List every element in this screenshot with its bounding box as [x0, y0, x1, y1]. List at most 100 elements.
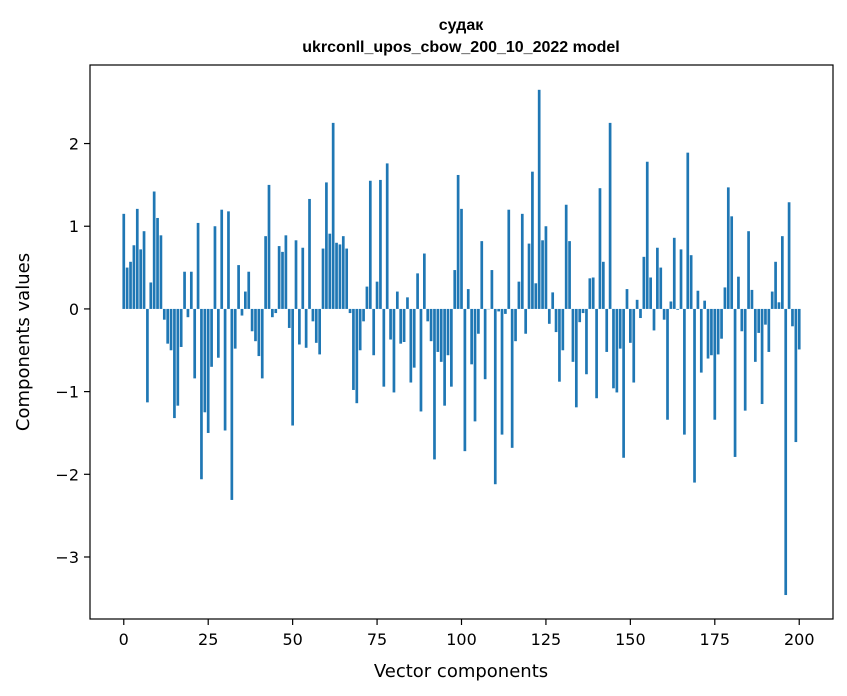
bar-55 [308, 198, 311, 309]
bar-134 [574, 308, 578, 408]
y-axis-label: Components values [13, 253, 34, 431]
bar-17 [179, 308, 183, 347]
bar-40 [257, 308, 261, 357]
x-axis: 0 25 50 75 100 125 150 175 200 [119, 619, 815, 649]
bar-88 [419, 308, 423, 412]
bar-47 [281, 251, 284, 309]
x-axis-label: Vector components [374, 661, 548, 682]
bar-184 [743, 308, 747, 411]
chart-title-line2: ukrconll_upos_cbow_200_10_2022 model [302, 39, 619, 56]
bar-80 [392, 308, 396, 393]
bar-143 [605, 308, 609, 352]
bar-174 [710, 308, 713, 356]
x-tick-label-200: 200 [784, 630, 815, 649]
bar-75 [375, 281, 379, 309]
bar-77 [382, 308, 386, 387]
bar-61 [328, 233, 332, 309]
y-tick-label--2: −2 [55, 465, 79, 484]
bar-60 [325, 182, 328, 309]
bar-51 [294, 240, 298, 309]
bar-97 [450, 308, 453, 387]
bar-170 [696, 290, 700, 309]
bar-158 [656, 247, 659, 309]
bar-4 [135, 208, 139, 309]
bar-35 [240, 308, 244, 316]
bar-85 [409, 308, 413, 383]
bar-116 [514, 308, 517, 342]
bar-153 [639, 308, 642, 319]
bar-115 [510, 308, 514, 448]
bar-135 [578, 308, 582, 323]
y-tick-label-0: 0 [69, 300, 79, 319]
bar-95 [443, 308, 446, 406]
bar-152 [635, 299, 639, 309]
bar-68 [352, 308, 355, 390]
bar-3 [132, 245, 136, 309]
bar-28 [216, 308, 220, 358]
bar-29 [220, 209, 224, 309]
bar-2 [129, 261, 132, 309]
bar-140 [595, 308, 598, 399]
bar-118 [520, 213, 524, 309]
x-tick-label-75: 75 [367, 630, 387, 649]
bar-182 [737, 276, 740, 309]
bar-65 [341, 236, 345, 309]
bar-69 [355, 308, 359, 404]
bar-185 [747, 231, 750, 309]
bar-183 [740, 308, 744, 332]
bar-81 [395, 291, 399, 309]
bar-70 [358, 308, 362, 351]
x-tick-label-25: 25 [198, 630, 218, 649]
bar-32 [230, 308, 234, 500]
bar-82 [399, 308, 403, 344]
bar-30 [223, 308, 227, 431]
bar-171 [699, 308, 703, 373]
bar-144 [608, 122, 612, 309]
y-axis: −3 −2 −1 0 1 2 [55, 135, 90, 567]
bar-195 [780, 236, 784, 309]
bar-23 [200, 308, 203, 480]
bar-137 [585, 308, 588, 375]
bar-105 [477, 308, 480, 334]
bar-90 [426, 308, 430, 322]
bar-102 [466, 289, 470, 309]
bar-38 [250, 308, 254, 332]
y-tick-label--3: −3 [55, 548, 79, 567]
bar-14 [169, 308, 173, 351]
bar-98 [453, 270, 457, 309]
bar-179 [726, 187, 730, 309]
bar-138 [588, 278, 592, 309]
bar-141 [598, 188, 602, 309]
bar-15 [173, 308, 176, 419]
x-tick-label-125: 125 [531, 630, 562, 649]
bar-37 [247, 271, 251, 309]
bar-72 [365, 286, 369, 309]
bar-155 [645, 161, 649, 309]
y-tick-label-2: 2 [69, 135, 79, 154]
bar-193 [774, 261, 777, 309]
bar-62 [331, 122, 335, 309]
bar-156 [649, 277, 652, 309]
bar-74 [372, 308, 376, 356]
bar-128 [554, 308, 558, 333]
bar-1 [125, 267, 129, 309]
bar-187 [753, 308, 757, 362]
bar-197 [787, 202, 791, 309]
bar-59 [321, 248, 325, 309]
bar-22 [196, 222, 200, 309]
bar-136 [581, 308, 585, 314]
bar-8 [149, 282, 153, 309]
bar-169 [693, 308, 696, 483]
y-tick-label--1: −1 [55, 383, 79, 402]
bar-49 [287, 308, 291, 328]
bar-36 [244, 291, 247, 309]
bar-21 [193, 308, 197, 379]
x-tick-label-0: 0 [119, 630, 129, 649]
bar-79 [389, 308, 392, 340]
bar-163 [672, 237, 676, 309]
bar-42 [264, 236, 267, 309]
bar-54 [304, 308, 308, 348]
bar-100 [460, 208, 463, 309]
bar-41 [260, 308, 264, 379]
bar-106 [480, 241, 484, 309]
